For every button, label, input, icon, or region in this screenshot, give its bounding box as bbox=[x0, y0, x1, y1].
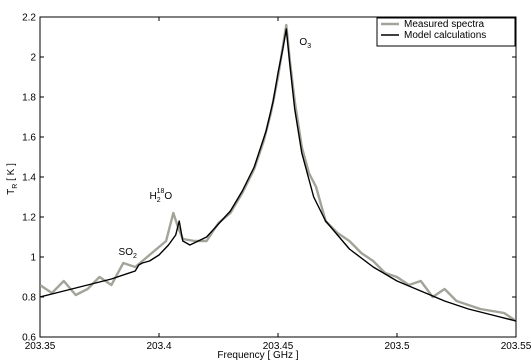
y-tick-label: 2 bbox=[30, 53, 36, 64]
annotation-ho: H218O bbox=[149, 188, 172, 204]
x-tick-label: 203.4 bbox=[146, 341, 171, 352]
y-tick-label: 1 bbox=[30, 253, 36, 264]
x-tick-label: 203.5 bbox=[384, 341, 409, 352]
plot-area: 203.35 203.4 203.45 203.5 203.55 0.6 0.8 1 1.2 1.… bbox=[6, 13, 531, 361]
y-axis-label: TR [ K ] bbox=[6, 163, 19, 195]
y-tick-label: 0.6 bbox=[22, 333, 36, 344]
y-tick-label: 0.8 bbox=[22, 293, 36, 304]
x-tick-label: 203.45 bbox=[263, 341, 294, 352]
annotation-o: O3 bbox=[299, 37, 311, 50]
y-tick-label: 1.4 bbox=[22, 173, 36, 184]
series-line-model-calculations bbox=[40, 28, 516, 322]
y-tick-label: 1.8 bbox=[22, 93, 36, 104]
legend-box bbox=[376, 17, 516, 47]
y-tick-label: 1.6 bbox=[22, 133, 36, 144]
annotation-so: SO2 bbox=[119, 247, 137, 260]
series-group bbox=[40, 23, 516, 322]
x-tick-label: 203.35 bbox=[25, 341, 56, 352]
y-tick-label: 1.2 bbox=[22, 213, 36, 224]
legend-entry: Model calculations bbox=[404, 30, 486, 41]
x-tick-label: 203.55 bbox=[501, 341, 531, 352]
y-tick-label: 2.2 bbox=[22, 13, 36, 24]
legend-entry: Measured spectra bbox=[404, 19, 484, 30]
x-axis-label: Frequency [ GHz ] bbox=[217, 350, 298, 361]
